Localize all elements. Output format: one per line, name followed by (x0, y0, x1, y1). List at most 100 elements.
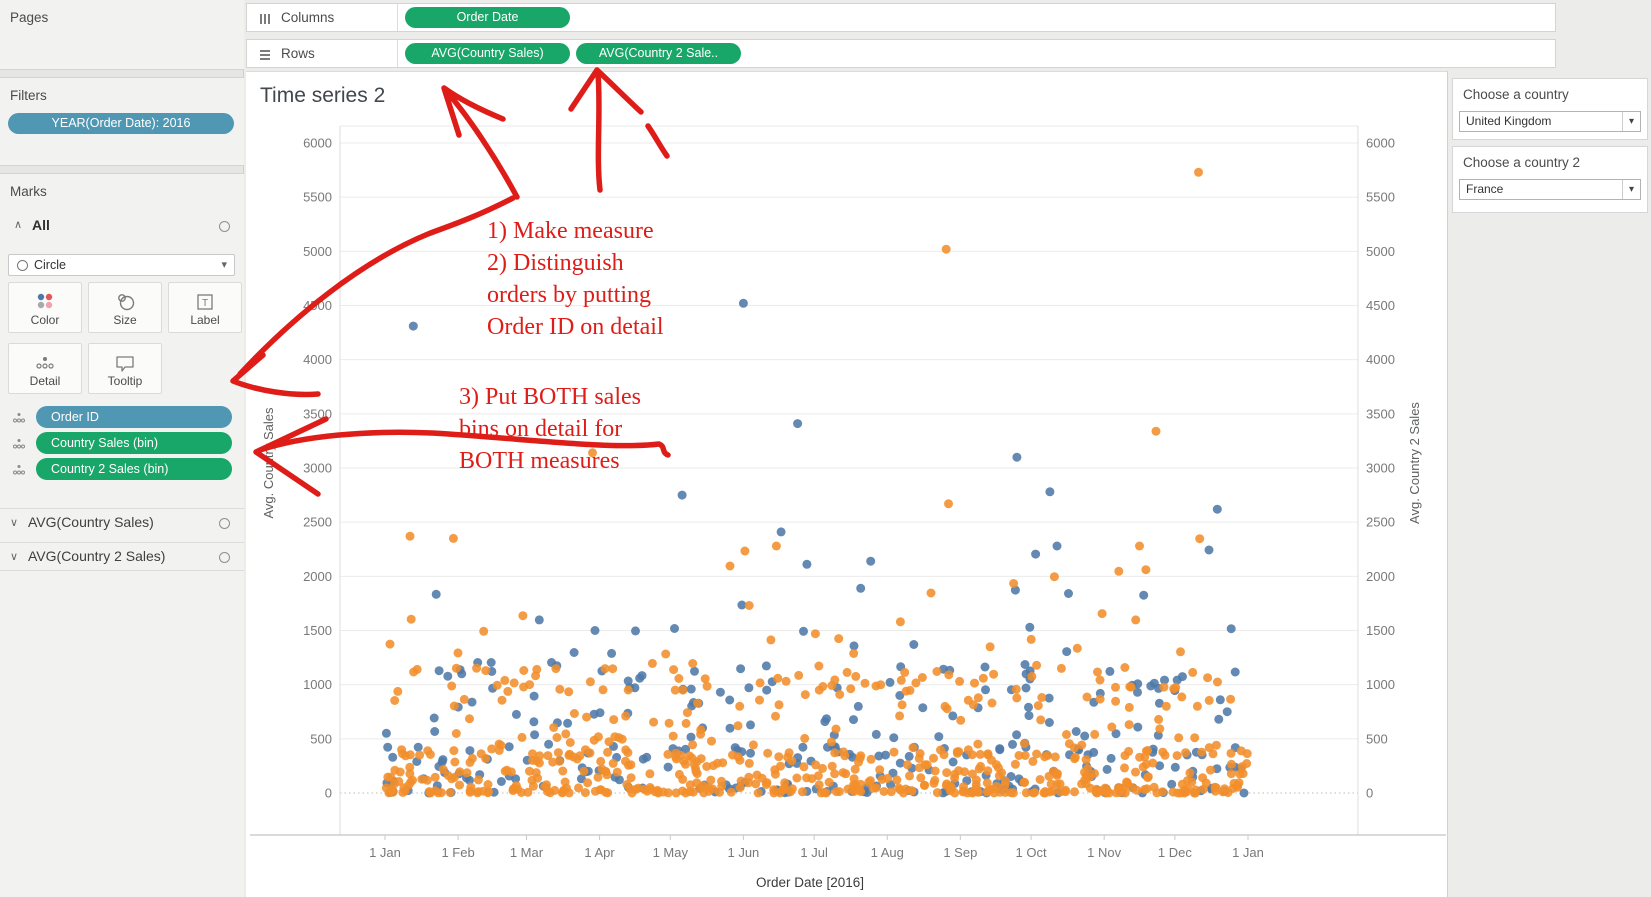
mark-circle[interactable] (642, 752, 652, 762)
mark-circle[interactable] (434, 666, 444, 676)
mark-circle[interactable] (773, 673, 783, 683)
mark-circle[interactable] (746, 748, 755, 758)
mark-circle[interactable] (487, 744, 497, 754)
mark-circle[interactable] (834, 634, 844, 644)
mark-circle[interactable] (390, 696, 400, 705)
mark-circle[interactable] (555, 756, 564, 766)
mark-circle[interactable] (664, 718, 674, 728)
mark-circle[interactable] (779, 783, 789, 793)
mark-circle[interactable] (983, 749, 993, 759)
mark-circle[interactable] (905, 771, 914, 781)
mark-circle[interactable] (1049, 572, 1059, 582)
mark-circle[interactable] (1154, 698, 1164, 708)
mark-circle[interactable] (447, 774, 457, 784)
mark-circle[interactable] (445, 788, 455, 797)
mark-circle[interactable] (1139, 590, 1149, 600)
mark-circle[interactable] (1035, 775, 1045, 784)
mark-circle[interactable] (607, 648, 617, 658)
mark-circle[interactable] (973, 693, 983, 703)
mark-circle[interactable] (609, 715, 619, 725)
mark-circle[interactable] (497, 695, 507, 705)
mark-circle[interactable] (1148, 758, 1158, 768)
mark-circle[interactable] (967, 769, 977, 779)
detail-shelf-icon[interactable] (12, 463, 26, 481)
mark-circle[interactable] (645, 769, 655, 779)
mark-circle[interactable] (1052, 769, 1062, 779)
mark-circle[interactable] (690, 666, 699, 676)
mark-circle[interactable] (970, 678, 979, 688)
mark-circle[interactable] (1056, 787, 1065, 797)
mark-circle[interactable] (945, 786, 955, 796)
mark-circle[interactable] (674, 674, 684, 683)
mark-circle[interactable] (1032, 749, 1042, 759)
mark-circle[interactable] (1236, 746, 1246, 756)
mark-circle[interactable] (1141, 565, 1151, 575)
mark-circle[interactable] (504, 742, 514, 752)
mark-circle[interactable] (851, 671, 861, 681)
mark-circle[interactable] (649, 717, 659, 727)
mark-circle[interactable] (588, 448, 597, 458)
mark-circle[interactable] (1131, 615, 1141, 625)
mark-circle[interactable] (405, 769, 415, 779)
mark-circle[interactable] (967, 750, 977, 760)
tooltip-button[interactable]: Tooltip (88, 343, 162, 394)
mark-circle[interactable] (417, 774, 427, 784)
mark-circle[interactable] (1140, 785, 1150, 794)
mark-circle[interactable] (911, 678, 921, 688)
mark-circle[interactable] (856, 751, 866, 761)
mark-circle[interactable] (415, 750, 425, 760)
mark-circle[interactable] (981, 685, 990, 695)
mark-circle[interactable] (544, 739, 554, 749)
mark-circle[interactable] (560, 777, 570, 787)
mark-circle[interactable] (989, 669, 999, 679)
mark-circle[interactable] (1081, 755, 1091, 765)
mark-circle[interactable] (755, 695, 764, 705)
mark-circle[interactable] (465, 775, 474, 785)
mark-circle[interactable] (496, 777, 506, 786)
mark-circle[interactable] (1226, 624, 1236, 634)
mark-circle[interactable] (1045, 487, 1055, 497)
mark-circle[interactable] (647, 658, 657, 668)
mark-circle[interactable] (1033, 701, 1043, 711)
mark-circle[interactable] (982, 778, 992, 788)
mark-circle[interactable] (973, 739, 983, 749)
mark-circle[interactable] (702, 762, 712, 771)
mark-circle[interactable] (978, 673, 988, 683)
mark-circle[interactable] (1177, 692, 1187, 702)
mark-circle[interactable] (604, 737, 614, 747)
mark-circle[interactable] (1190, 733, 1200, 743)
mark-circle[interactable] (637, 671, 647, 681)
mark-circle[interactable] (916, 773, 926, 783)
mark-circle[interactable] (733, 752, 743, 762)
mark-circle[interactable] (866, 556, 876, 566)
mark-circle[interactable] (383, 742, 393, 752)
mark-circle[interactable] (881, 750, 890, 760)
mark-circle[interactable] (968, 787, 978, 797)
mark-circle[interactable] (1096, 786, 1106, 796)
mark-circle[interactable] (1021, 788, 1031, 798)
mark-circle[interactable] (481, 666, 491, 676)
mark-circle[interactable] (602, 770, 612, 780)
mark-circle[interactable] (753, 788, 763, 798)
mark-circle[interactable] (1143, 773, 1153, 783)
mark-circle[interactable] (929, 753, 938, 763)
mark-circle[interactable] (761, 661, 771, 671)
mark-circle[interactable] (1025, 622, 1035, 632)
mark-circle[interactable] (895, 711, 905, 721)
mark-circle[interactable] (661, 649, 671, 659)
mark-circle[interactable] (678, 685, 688, 695)
mark-circle[interactable] (451, 729, 461, 738)
mark-circle[interactable] (569, 709, 579, 718)
mark-circle[interactable] (794, 670, 804, 680)
mark-circle[interactable] (596, 756, 606, 766)
mark-circle[interactable] (842, 667, 852, 677)
mark-circle[interactable] (1177, 672, 1187, 682)
mark-circle[interactable] (486, 658, 496, 667)
mark-circle[interactable] (550, 785, 560, 795)
mark-circle[interactable] (799, 762, 809, 772)
mark-circle[interactable] (518, 611, 528, 621)
mark-circle[interactable] (600, 664, 610, 674)
mark-circle[interactable] (955, 676, 965, 686)
mark-circle[interactable] (1194, 167, 1203, 177)
mark-circle[interactable] (1214, 714, 1224, 724)
